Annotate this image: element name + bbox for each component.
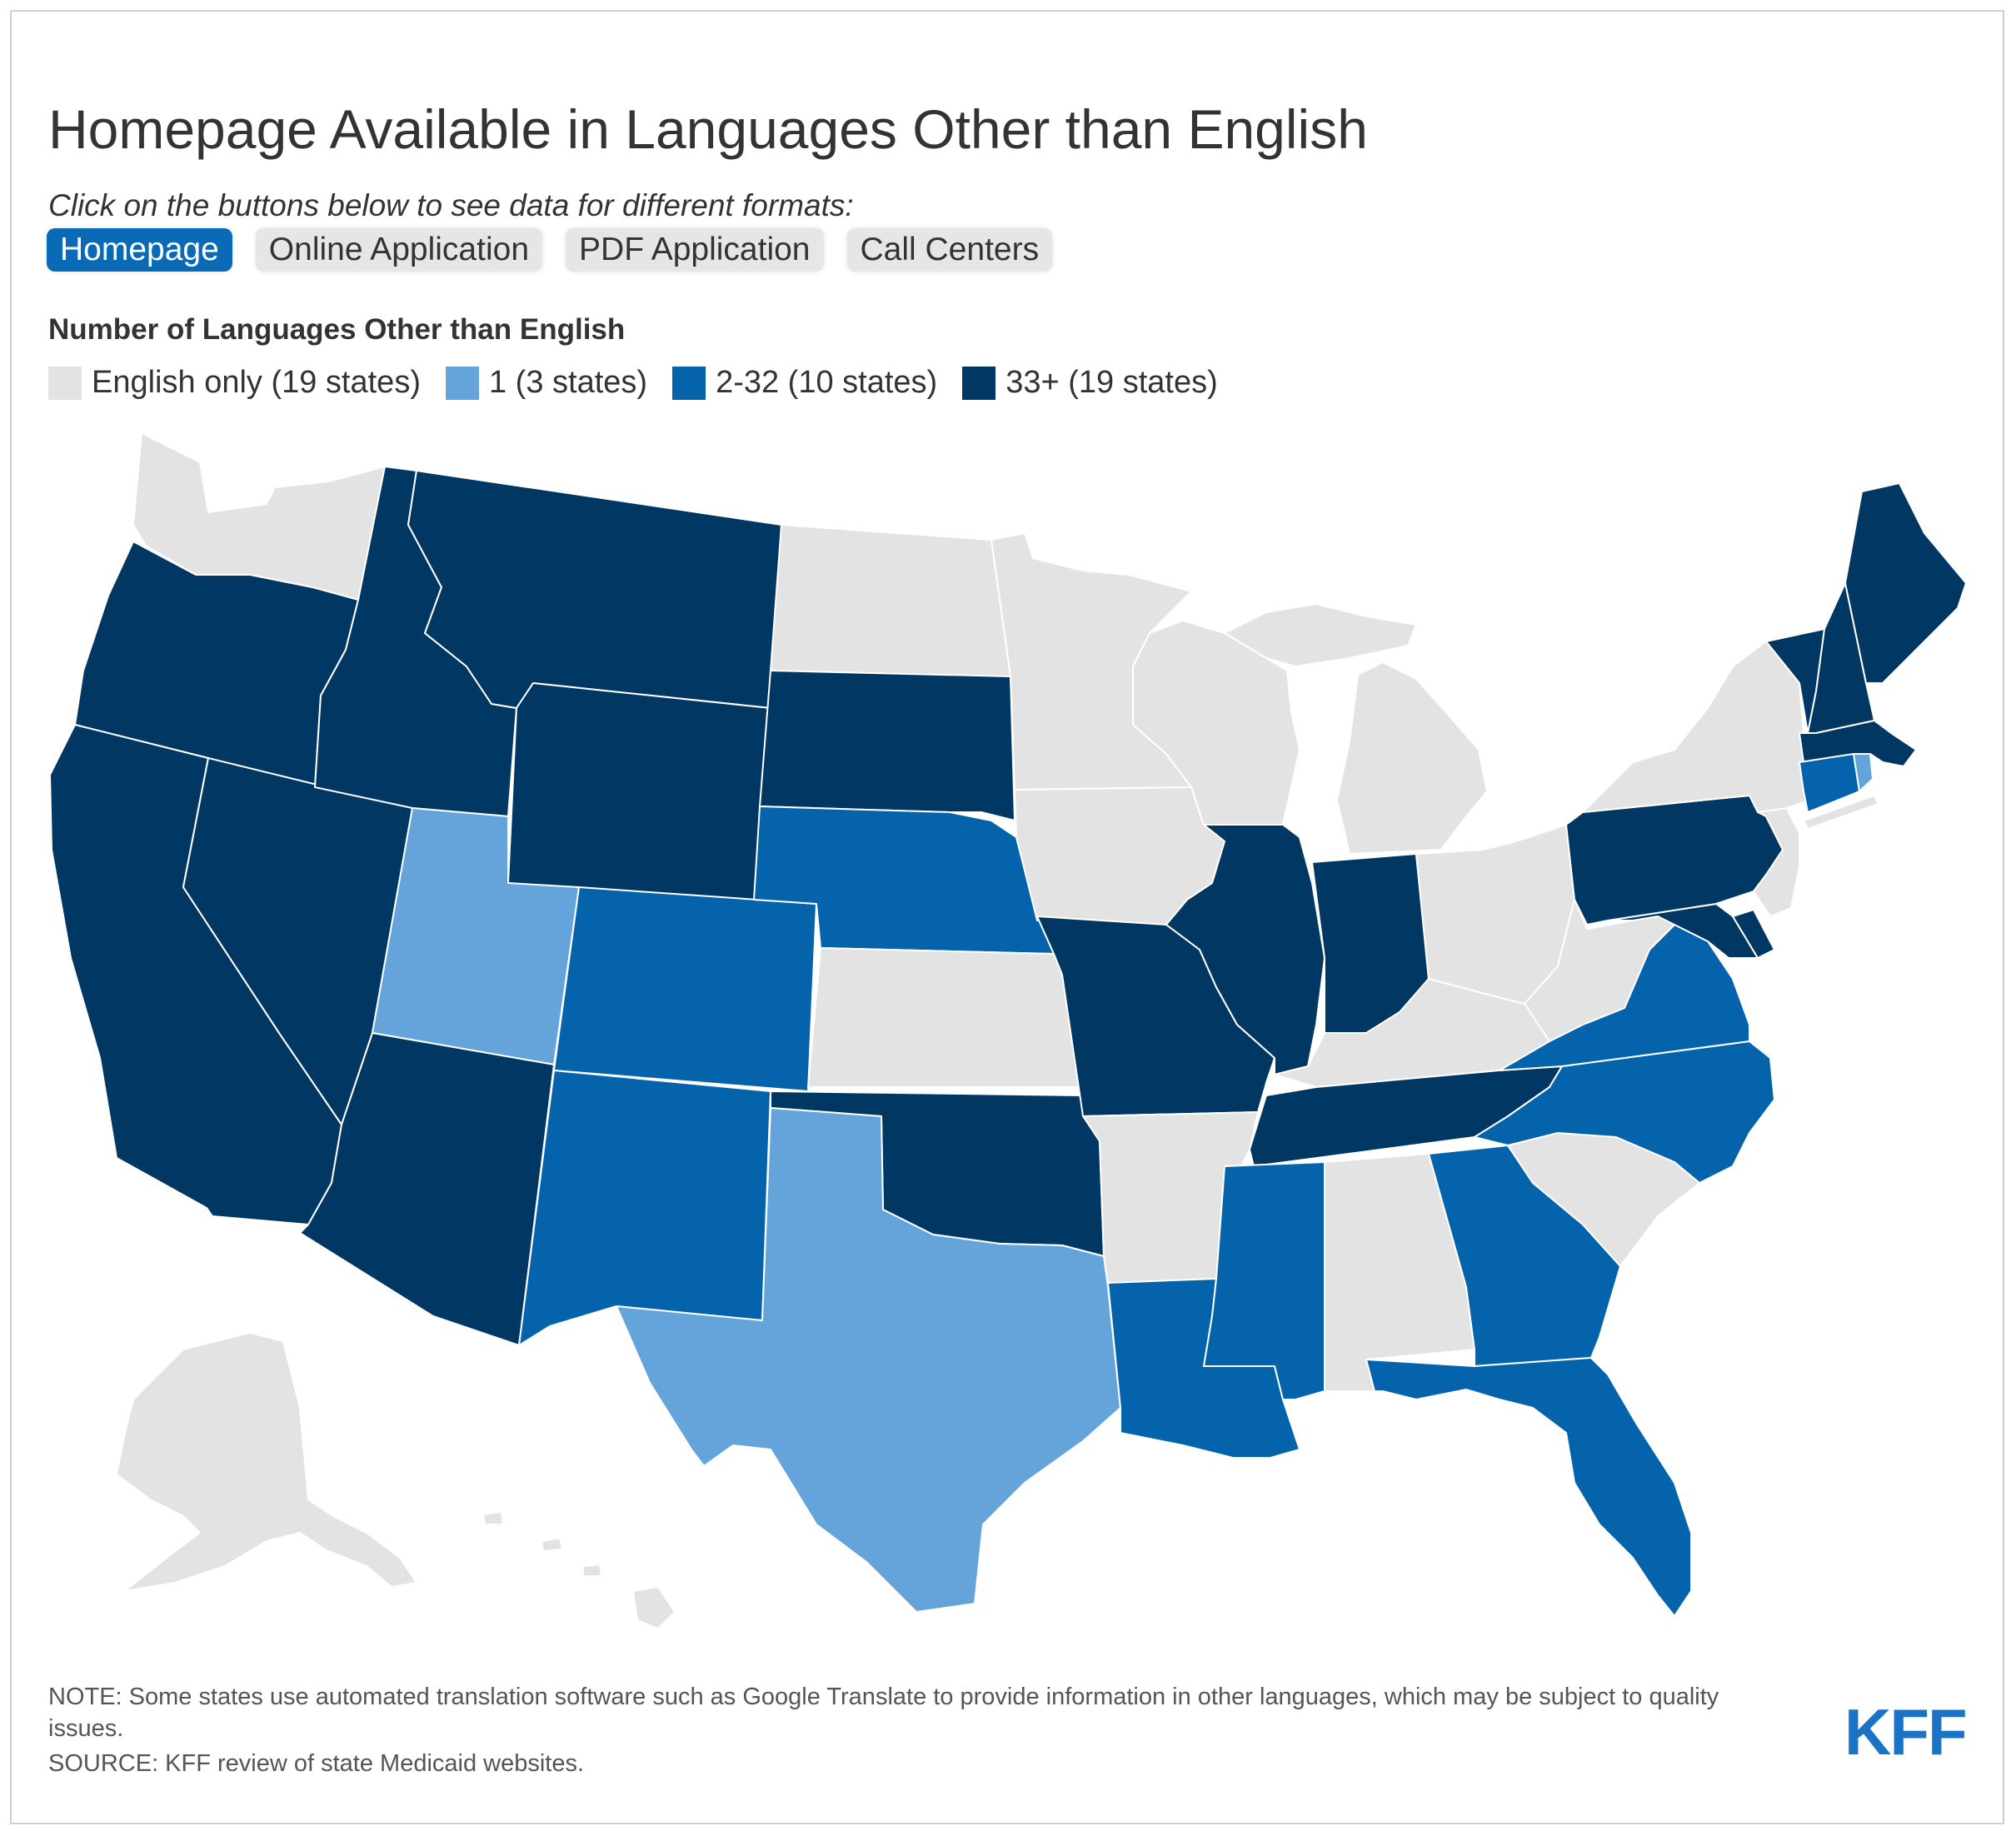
- page-title: Homepage Available in Languages Other th…: [48, 98, 1368, 160]
- call-centers-button[interactable]: Call Centers: [846, 228, 1053, 272]
- legend-title: Number of Languages Other than English: [48, 313, 626, 346]
- state-maryland[interactable]: [1607, 903, 1759, 959]
- legend-swatch: [48, 366, 82, 400]
- homepage-button[interactable]: Homepage: [47, 228, 232, 272]
- state-delaware[interactable]: [1732, 909, 1775, 959]
- legend-swatch: [445, 366, 479, 400]
- legend-swatch: [962, 366, 996, 400]
- format-buttons: Homepage Online Application PDF Applicat…: [47, 228, 1053, 272]
- state-pennsylvania[interactable]: [1565, 795, 1784, 925]
- legend-item-two-to-32: 2-32 (10 states): [672, 365, 937, 401]
- state-wyoming[interactable]: [507, 682, 771, 913]
- state-south-dakota[interactable]: [759, 670, 1015, 821]
- state-connecticut[interactable]: [1799, 753, 1860, 813]
- us-map: [33, 417, 1983, 1658]
- state-long-island[interactable]: [1803, 795, 1879, 830]
- state-hawaii[interactable]: [482, 1511, 676, 1629]
- state-maine[interactable]: [1844, 482, 1967, 684]
- state-north-dakota[interactable]: [770, 524, 1011, 677]
- state-michigan-up[interactable]: [1224, 603, 1417, 667]
- state-texas[interactable]: [616, 1107, 1121, 1613]
- state-michigan-lp[interactable]: [1336, 661, 1488, 855]
- state-rhode-island[interactable]: [1853, 753, 1874, 792]
- state-new-mexico[interactable]: [518, 1070, 771, 1346]
- state-north-carolina[interactable]: [1474, 1040, 1775, 1184]
- legend-item-one: 1 (3 states): [445, 365, 648, 401]
- legend-item-english-only: English only (19 states): [48, 365, 421, 401]
- state-kansas[interactable]: [807, 947, 1084, 1088]
- state-new-york[interactable]: [1582, 636, 1813, 813]
- legend-item-33-plus: 33+ (19 states): [962, 365, 1218, 401]
- pdf-application-button[interactable]: PDF Application: [566, 228, 824, 272]
- legend: English only (19 states) 1 (3 states) 2-…: [48, 365, 1243, 401]
- state-alaska[interactable]: [116, 1332, 417, 1592]
- legend-label: 33+ (19 states): [1006, 365, 1218, 400]
- note-text: NOTE: Some states use automated translat…: [48, 1684, 1719, 1742]
- source-text: SOURCE: KFF review of state Medicaid web…: [48, 1750, 585, 1777]
- state-new-jersey[interactable]: [1753, 807, 1800, 917]
- state-mississippi[interactable]: [1203, 1161, 1325, 1400]
- page-subtitle: Click on the buttons below to see data f…: [48, 188, 854, 222]
- notes: NOTE: Some states use automated translat…: [48, 1681, 1764, 1783]
- online-application-button[interactable]: Online Application: [255, 228, 543, 272]
- legend-label: 2-32 (10 states): [716, 365, 938, 400]
- state-colorado[interactable]: [553, 886, 817, 1092]
- state-illinois[interactable]: [1165, 824, 1325, 1075]
- legend-label: English only (19 states): [92, 365, 421, 400]
- legend-swatch: [672, 366, 706, 400]
- state-florida[interactable]: [1365, 1357, 1692, 1617]
- kff-logo: KFF: [1844, 1695, 1968, 1769]
- legend-label: 1 (3 states): [488, 365, 648, 400]
